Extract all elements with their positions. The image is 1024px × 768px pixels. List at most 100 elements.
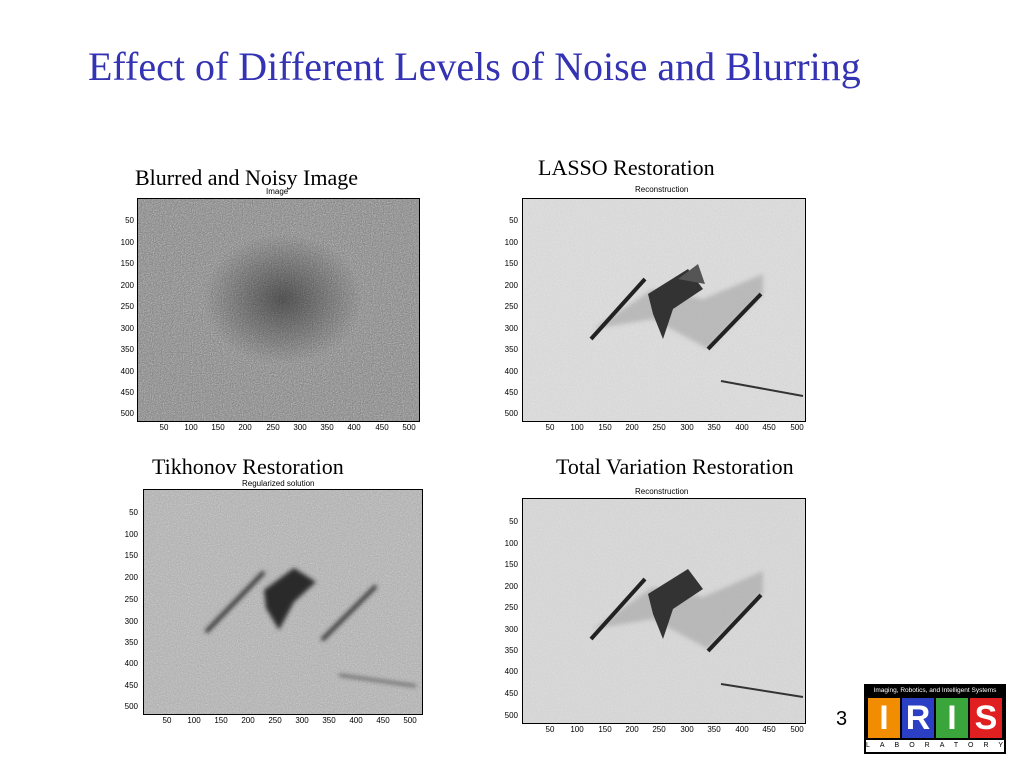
x-tick: 350 bbox=[320, 423, 334, 432]
slide-title: Effect of Different Levels of Noise and … bbox=[88, 44, 861, 89]
x-tick: 200 bbox=[625, 725, 639, 734]
y-tick: 250 bbox=[504, 302, 518, 311]
y-tick: 300 bbox=[120, 324, 134, 333]
y-tick: 350 bbox=[504, 646, 518, 655]
x-tick: 200 bbox=[241, 716, 255, 725]
x-tick: 500 bbox=[403, 716, 417, 725]
y-tick: 400 bbox=[504, 367, 518, 376]
x-tick: 400 bbox=[347, 423, 361, 432]
x-tick: 400 bbox=[735, 423, 749, 432]
y-tick: 150 bbox=[504, 259, 518, 268]
plot-total-variation-restoration bbox=[522, 498, 806, 724]
tikhonov-image bbox=[144, 490, 422, 714]
y-tick: 300 bbox=[504, 625, 518, 634]
x-tick: 350 bbox=[707, 725, 721, 734]
y-tick: 100 bbox=[504, 238, 518, 247]
x-tick: 200 bbox=[625, 423, 639, 432]
x-tick: 250 bbox=[268, 716, 282, 725]
y-tick: 200 bbox=[120, 281, 134, 290]
x-tick: 400 bbox=[349, 716, 363, 725]
noisy-image bbox=[138, 199, 419, 421]
y-tick: 350 bbox=[124, 638, 138, 647]
logo-letter-i1: I bbox=[868, 698, 900, 738]
y-tick: 500 bbox=[124, 702, 138, 711]
y-tick: 100 bbox=[124, 530, 138, 539]
x-tick: 50 bbox=[159, 423, 169, 432]
y-tick: 100 bbox=[120, 238, 134, 247]
x-tick: 150 bbox=[211, 423, 225, 432]
plot-tikhonov-restoration bbox=[143, 489, 423, 715]
x-tick: 50 bbox=[545, 725, 555, 734]
caption-tikhonov: Tikhonov Restoration bbox=[152, 454, 344, 479]
plot-title-reconstruction-2: Reconstruction bbox=[635, 487, 689, 496]
y-tick: 150 bbox=[120, 259, 134, 268]
y-tick: 250 bbox=[504, 603, 518, 612]
y-tick: 450 bbox=[124, 681, 138, 690]
y-tick: 300 bbox=[504, 324, 518, 333]
y-tick: 350 bbox=[120, 345, 134, 354]
logo-letters: I R I S bbox=[868, 698, 1002, 738]
iris-lab-logo: Imaging, Robotics, and Intelligent Syste… bbox=[864, 684, 1006, 754]
x-tick: 100 bbox=[570, 725, 584, 734]
y-tick: 200 bbox=[504, 281, 518, 290]
plot-title-regularized: Regularized solution bbox=[242, 479, 315, 488]
y-tick: 500 bbox=[120, 409, 134, 418]
y-tick: 100 bbox=[504, 539, 518, 548]
plot-lasso-restoration bbox=[522, 198, 806, 422]
y-tick: 250 bbox=[120, 302, 134, 311]
x-tick: 250 bbox=[652, 725, 666, 734]
y-tick: 50 bbox=[509, 517, 518, 526]
y-tick: 350 bbox=[504, 345, 518, 354]
x-tick: 300 bbox=[680, 423, 694, 432]
x-tick: 100 bbox=[187, 716, 201, 725]
logo-letter-s: S bbox=[970, 698, 1002, 738]
x-tick: 300 bbox=[295, 716, 309, 725]
plot-title-image: Image bbox=[266, 187, 289, 196]
x-tick: 100 bbox=[570, 423, 584, 432]
x-tick: 500 bbox=[790, 423, 804, 432]
logo-letter-r: R bbox=[902, 698, 934, 738]
x-tick: 250 bbox=[266, 423, 280, 432]
x-tick: 500 bbox=[790, 725, 804, 734]
y-tick: 200 bbox=[124, 573, 138, 582]
page-number: 3 bbox=[836, 708, 848, 730]
x-tick: 350 bbox=[322, 716, 336, 725]
y-tick: 450 bbox=[120, 388, 134, 397]
y-tick: 200 bbox=[504, 582, 518, 591]
y-tick: 50 bbox=[125, 216, 134, 225]
x-tick: 300 bbox=[680, 725, 694, 734]
x-tick: 150 bbox=[598, 725, 612, 734]
caption-total-variation: Total Variation Restoration bbox=[556, 454, 794, 479]
y-tick: 450 bbox=[504, 388, 518, 397]
x-tick: 300 bbox=[293, 423, 307, 432]
x-tick: 150 bbox=[598, 423, 612, 432]
y-tick: 450 bbox=[504, 689, 518, 698]
y-tick: 400 bbox=[124, 659, 138, 668]
x-tick: 150 bbox=[214, 716, 228, 725]
x-tick: 400 bbox=[735, 725, 749, 734]
lasso-image bbox=[523, 199, 805, 421]
caption-blurred-noisy: Blurred and Noisy Image bbox=[135, 165, 358, 190]
y-tick: 50 bbox=[129, 508, 138, 517]
y-tick: 50 bbox=[509, 216, 518, 225]
plot-title-reconstruction-1: Reconstruction bbox=[635, 185, 689, 194]
x-tick: 250 bbox=[652, 423, 666, 432]
y-tick: 400 bbox=[120, 367, 134, 376]
x-tick: 450 bbox=[762, 725, 776, 734]
y-tick: 150 bbox=[124, 551, 138, 560]
logo-subtitle: LABORATORY bbox=[866, 740, 1004, 752]
x-tick: 450 bbox=[376, 716, 390, 725]
x-tick: 100 bbox=[184, 423, 198, 432]
x-tick: 500 bbox=[402, 423, 416, 432]
x-tick: 50 bbox=[162, 716, 172, 725]
y-tick: 150 bbox=[504, 560, 518, 569]
logo-tagline: Imaging, Robotics, and Intelligent Syste… bbox=[866, 686, 1004, 696]
caption-lasso: LASSO Restoration bbox=[538, 155, 715, 180]
logo-letter-i2: I bbox=[936, 698, 968, 738]
y-tick: 500 bbox=[504, 409, 518, 418]
x-tick: 450 bbox=[375, 423, 389, 432]
x-tick: 350 bbox=[707, 423, 721, 432]
y-tick: 500 bbox=[504, 711, 518, 720]
x-tick: 200 bbox=[238, 423, 252, 432]
x-tick: 450 bbox=[762, 423, 776, 432]
